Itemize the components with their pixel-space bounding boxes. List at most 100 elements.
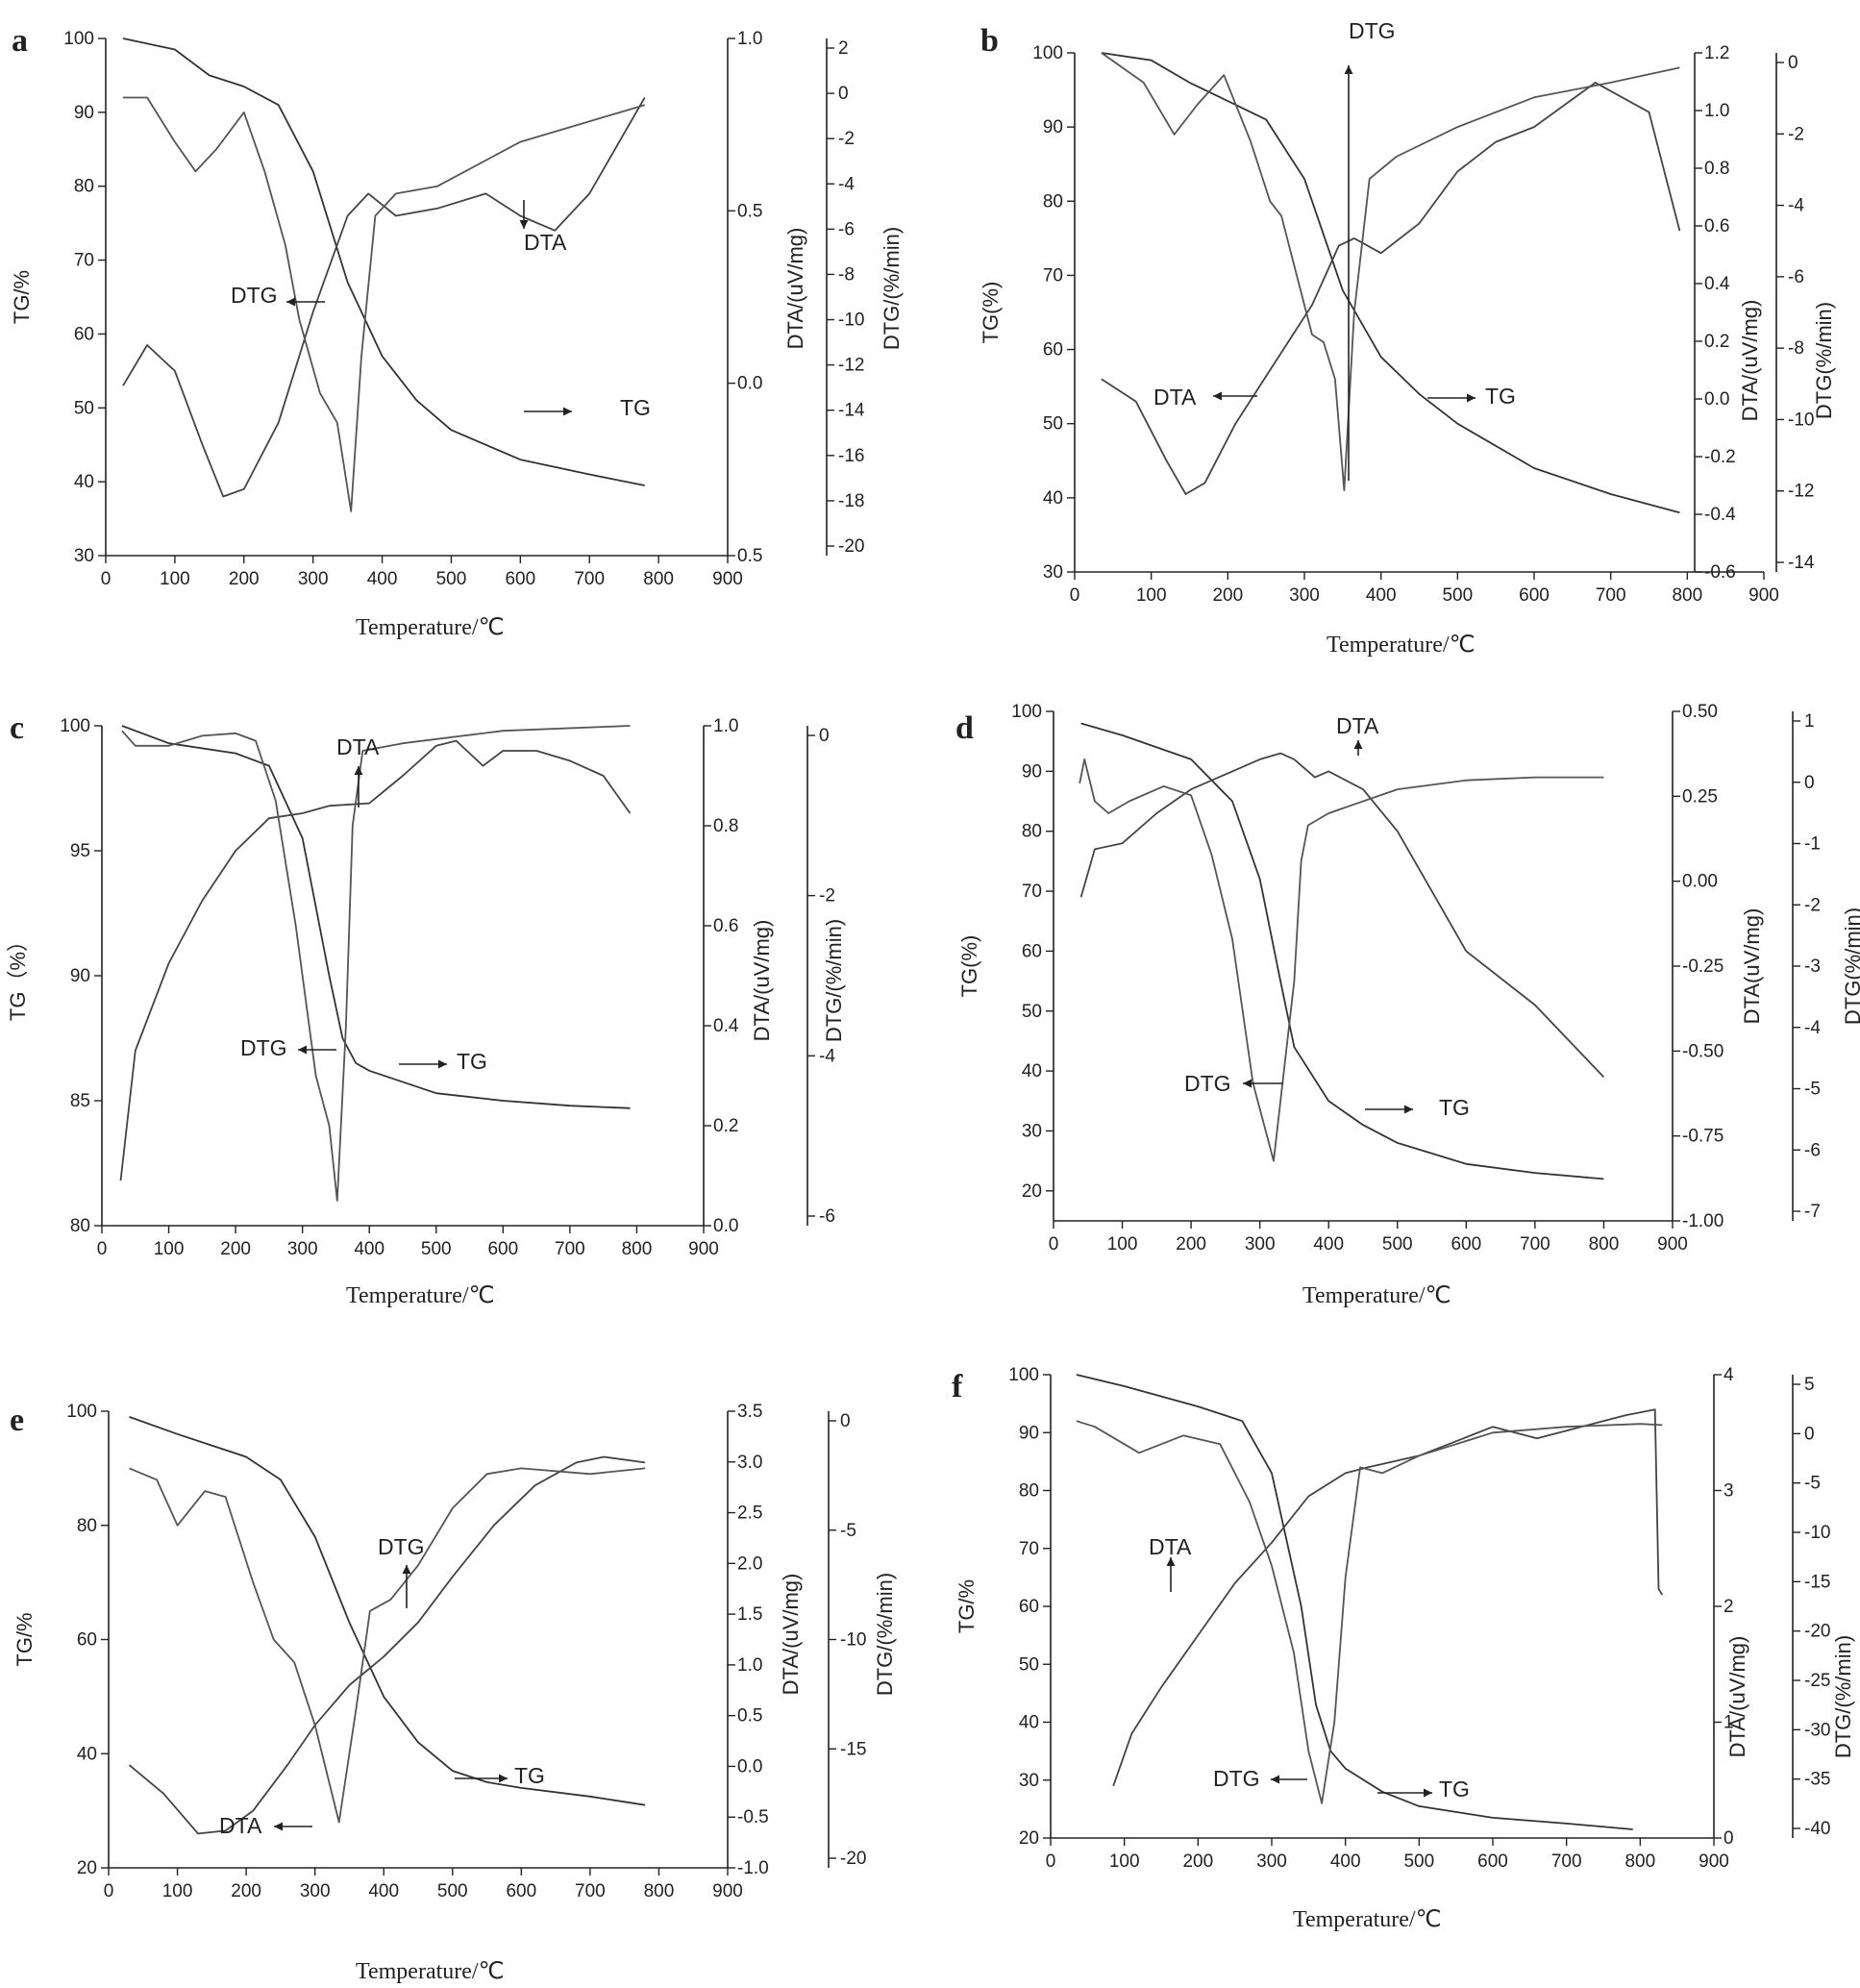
x-tick-label: 500 [1403, 1851, 1434, 1872]
x-tick-label: 400 [367, 569, 398, 589]
tg-curve [1101, 52, 1680, 514]
left-tick-label: 80 [70, 1216, 90, 1236]
dta-tick-label: 3.0 [737, 1453, 762, 1473]
dta-tick-label: -0.6 [1704, 562, 1736, 583]
dta-tick-label: 0.6 [713, 916, 738, 936]
dtg-tick-label: -1 [1804, 834, 1821, 855]
dtg-tick-label: -14 [838, 401, 865, 421]
dtg-tick-label: -25 [1804, 1671, 1830, 1691]
x-tick-label: 500 [437, 1881, 468, 1901]
x-tick-label: 100 [1136, 585, 1167, 606]
dtg-tick-label: -10 [1804, 1523, 1830, 1543]
tg-arrow-head [1467, 393, 1476, 403]
x-tick-label: 0 [1046, 1851, 1056, 1872]
left-tick-label: 50 [74, 398, 94, 418]
x-axis-title: Temperature/℃ [356, 1959, 505, 1984]
dta-tick-label: 3.5 [737, 1402, 762, 1422]
x-tick-label: 200 [1182, 1851, 1213, 1872]
dta-tick-label: 0.4 [1704, 274, 1730, 294]
left-tick-label: 80 [74, 177, 94, 197]
dtg-tick-label: -3 [1804, 957, 1821, 977]
dta-tick-label: 1.5 [737, 1604, 762, 1625]
dtg-axis-title: DTG(%/min) [1812, 302, 1836, 419]
x-tick-label: 800 [1624, 1851, 1655, 1872]
panel-letter: f [952, 1369, 963, 1404]
dta-label: DTA [219, 1813, 262, 1838]
x-tick-label: 800 [643, 569, 674, 589]
x-tick-label: 0 [1070, 585, 1080, 606]
dtg-tick-label: -5 [840, 1521, 856, 1541]
dtg-tick-label: 0 [840, 1411, 851, 1431]
dta-label: DTA [1149, 1534, 1192, 1559]
left-tick-label: 90 [1019, 1423, 1039, 1443]
dta-tick-label: 0.0 [737, 1756, 762, 1777]
dta-label: DTA [524, 230, 567, 255]
left-axis-title: TG(%) [957, 935, 981, 998]
dta-tick-label: 3 [1724, 1481, 1734, 1502]
left-tick-label: 90 [74, 103, 94, 123]
dta-tick-label: 0.8 [1704, 159, 1729, 179]
left-tick-label: 95 [70, 841, 90, 861]
left-tick-label: 30 [74, 546, 94, 566]
left-tick-label: 40 [1043, 488, 1063, 509]
dtg-tick-label: 0 [1788, 53, 1798, 73]
x-tick-label: 700 [555, 1239, 585, 1259]
dtg-arrow-head [286, 297, 295, 307]
left-tick-label: 100 [60, 716, 90, 736]
x-tick-label: 800 [1672, 585, 1702, 606]
dta-axis-title: DTA/(uV/mg) [750, 920, 774, 1042]
dtg-tick-label: -2 [1804, 895, 1821, 915]
x-tick-label: 700 [1551, 1851, 1582, 1872]
left-tick-label: 80 [1022, 822, 1042, 842]
dta-curve [1101, 82, 1681, 495]
x-tick-label: 100 [1107, 1234, 1138, 1255]
dtg-curve [123, 96, 645, 512]
dta-tick-label: 0.6 [1704, 216, 1729, 236]
tg-curve [121, 725, 631, 1109]
left-tick-label: 40 [1019, 1713, 1039, 1733]
tg-curve [122, 37, 645, 486]
dta-tick-label: -0.4 [1704, 505, 1736, 525]
left-tick-label: 100 [1008, 1365, 1039, 1385]
dtg-tick-label: -20 [1804, 1622, 1830, 1642]
x-tick-label: 900 [1657, 1234, 1688, 1255]
dtg-tick-label: -15 [1804, 1572, 1830, 1592]
left-tick-label: 85 [70, 1091, 90, 1111]
panel-e: e 20 40 60 80 100 TG/% 0 100 200 300 400 500 600 700 80… [10, 1402, 897, 1984]
dtg-tick-label: 0 [1804, 773, 1815, 793]
dtg-axis-title: DTG/(%/min) [880, 227, 904, 350]
dtg-tick-label: -12 [1788, 482, 1814, 502]
x-tick-label: 800 [1589, 1234, 1620, 1255]
x-tick-label: 800 [644, 1881, 675, 1901]
dta-tick-label: 2.0 [737, 1553, 762, 1574]
dta-axis-title: DTA(uV/mg) [1740, 908, 1764, 1025]
x-tick-label: 400 [1313, 1234, 1344, 1255]
dta-tick-label: -0.2 [1704, 447, 1736, 467]
x-tick-label: 400 [1366, 585, 1397, 606]
x-tick-label: 300 [1256, 1851, 1287, 1872]
dtg-arrow-head [298, 1045, 307, 1055]
left-tick-label: 90 [1022, 761, 1042, 782]
x-tick-label: 200 [1176, 1234, 1206, 1255]
x-tick-label: 100 [162, 1881, 193, 1901]
dtg-tick-label: -35 [1804, 1770, 1830, 1790]
dtg-tick-label: -2 [838, 129, 855, 149]
dta-tick-label: 1.0 [713, 716, 738, 736]
dtg-axis-title: DTG(%/min) [1841, 907, 1860, 1025]
left-tick-label: 40 [74, 472, 94, 492]
x-tick-label: 500 [1442, 585, 1473, 606]
dta-curve [122, 97, 646, 498]
left-tick-label: 90 [70, 966, 90, 986]
tg-arrow-head [499, 1774, 508, 1783]
dtg-tick-label: 0 [1804, 1424, 1815, 1444]
left-tick-label: 20 [77, 1858, 97, 1878]
dta-tick-label: 0.5 [737, 546, 762, 566]
tg-label: TG [514, 1763, 545, 1788]
x-tick-label: 700 [574, 569, 605, 589]
tg-curve [1080, 722, 1604, 1180]
x-axis-title: Temperature/℃ [1327, 633, 1476, 658]
dta-tick-label: -0.25 [1682, 957, 1724, 977]
panel-d: d 20 30 40 50 60 70 80 90 100 TG(%) 0 100 200 300 400 50… [955, 702, 1860, 1308]
dtg-tick-label: -7 [1804, 1202, 1821, 1222]
